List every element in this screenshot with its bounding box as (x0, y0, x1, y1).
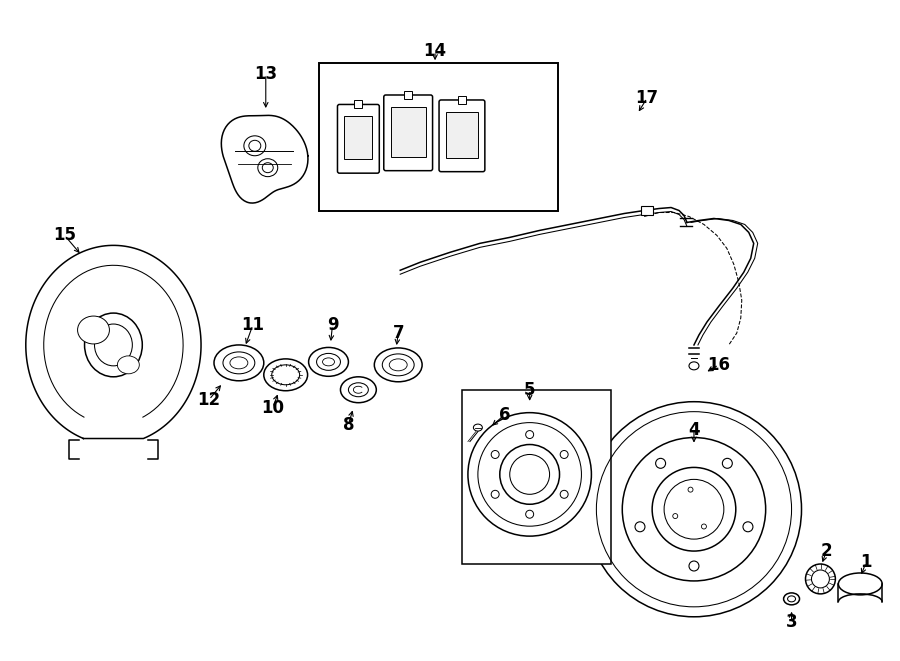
Bar (355, 100, 363, 108)
Bar (641, 206, 653, 215)
Circle shape (526, 430, 534, 438)
Circle shape (560, 490, 568, 498)
Ellipse shape (85, 313, 142, 377)
Bar (446, 112, 478, 158)
Text: 5: 5 (524, 381, 536, 399)
Ellipse shape (264, 359, 308, 391)
Bar (458, 96, 466, 104)
Ellipse shape (340, 377, 376, 403)
Ellipse shape (839, 573, 882, 595)
Text: 15: 15 (53, 227, 76, 245)
Bar (462, 390, 611, 564)
Circle shape (526, 510, 534, 518)
Circle shape (491, 490, 500, 498)
FancyBboxPatch shape (383, 95, 433, 171)
Ellipse shape (244, 136, 266, 156)
Text: 2: 2 (821, 542, 833, 560)
Circle shape (491, 451, 500, 459)
Circle shape (587, 402, 802, 617)
Text: 7: 7 (392, 324, 404, 342)
Ellipse shape (784, 593, 799, 605)
Circle shape (655, 458, 666, 468)
Bar (345, 116, 373, 159)
FancyBboxPatch shape (338, 104, 379, 173)
Ellipse shape (214, 345, 264, 381)
Text: 9: 9 (327, 316, 338, 334)
Polygon shape (221, 116, 308, 203)
Ellipse shape (257, 159, 278, 176)
Circle shape (622, 438, 766, 581)
Bar (391, 107, 426, 157)
Ellipse shape (309, 348, 348, 376)
FancyBboxPatch shape (439, 100, 485, 172)
Circle shape (723, 458, 733, 468)
Text: 10: 10 (261, 399, 284, 416)
Ellipse shape (272, 365, 300, 385)
Circle shape (468, 412, 591, 536)
Ellipse shape (374, 348, 422, 382)
Text: 11: 11 (241, 316, 265, 334)
Bar (404, 91, 412, 99)
Text: 1: 1 (860, 553, 872, 571)
Ellipse shape (317, 354, 340, 370)
Circle shape (560, 451, 568, 459)
Text: 14: 14 (424, 42, 446, 60)
Circle shape (652, 467, 736, 551)
Text: 8: 8 (343, 416, 355, 434)
Circle shape (743, 522, 753, 531)
Ellipse shape (473, 424, 482, 431)
Text: 16: 16 (707, 356, 731, 374)
Circle shape (689, 561, 699, 571)
Ellipse shape (117, 356, 140, 374)
Ellipse shape (689, 362, 699, 370)
Polygon shape (26, 245, 201, 438)
Text: 4: 4 (688, 420, 700, 439)
Circle shape (500, 444, 560, 504)
Bar (319, 63, 557, 210)
Circle shape (806, 564, 835, 594)
Text: 3: 3 (786, 613, 797, 631)
Ellipse shape (223, 352, 255, 374)
Ellipse shape (77, 316, 110, 344)
Text: 6: 6 (499, 406, 510, 424)
Text: 17: 17 (635, 89, 659, 107)
Ellipse shape (382, 354, 414, 376)
Text: 13: 13 (254, 65, 277, 83)
Circle shape (635, 522, 645, 531)
Text: 12: 12 (197, 391, 220, 408)
Ellipse shape (348, 383, 368, 397)
